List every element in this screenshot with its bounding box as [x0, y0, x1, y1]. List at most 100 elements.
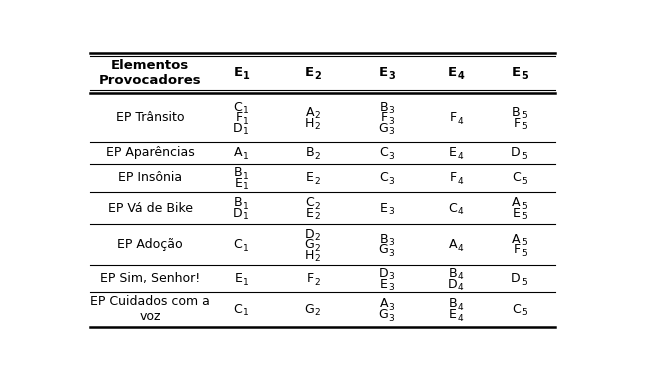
Text: G: G: [304, 303, 314, 316]
Text: EP Adoção: EP Adoção: [117, 238, 183, 251]
Text: 5: 5: [521, 122, 527, 131]
Text: 1: 1: [243, 127, 248, 136]
Text: A: A: [306, 106, 314, 119]
Text: B: B: [512, 106, 521, 119]
Text: G: G: [378, 243, 388, 257]
Text: 3: 3: [389, 152, 394, 161]
Text: 1: 1: [243, 117, 248, 125]
Text: E: E: [380, 277, 388, 291]
Text: 3: 3: [389, 272, 394, 281]
Text: C: C: [448, 202, 457, 215]
Text: E: E: [511, 66, 521, 80]
Text: 2: 2: [314, 71, 321, 81]
Text: 3: 3: [389, 314, 394, 323]
Text: 2: 2: [314, 122, 320, 131]
Text: 5: 5: [521, 152, 527, 161]
Text: C: C: [512, 171, 521, 185]
Text: E: E: [233, 66, 243, 80]
Text: 4: 4: [457, 207, 463, 216]
Text: EP Trânsito: EP Trânsito: [116, 111, 185, 124]
Text: C: C: [234, 100, 243, 114]
Text: C: C: [380, 146, 388, 160]
Text: 3: 3: [389, 117, 394, 125]
Text: 5: 5: [521, 238, 527, 247]
Text: 2: 2: [314, 213, 320, 221]
Text: G: G: [378, 308, 388, 321]
Text: 5: 5: [521, 213, 527, 221]
Text: 2: 2: [314, 111, 320, 120]
Text: 3: 3: [389, 238, 394, 247]
Text: F: F: [381, 111, 388, 124]
Text: 2: 2: [314, 308, 320, 317]
Text: 5: 5: [521, 111, 527, 120]
Text: 1: 1: [243, 278, 248, 287]
Text: E: E: [380, 202, 388, 215]
Text: B: B: [234, 166, 243, 179]
Text: D: D: [511, 146, 521, 160]
Text: C: C: [305, 196, 314, 209]
Text: A: A: [234, 146, 243, 160]
Text: B: B: [305, 146, 314, 160]
Text: B: B: [448, 267, 457, 280]
Text: 1: 1: [243, 71, 250, 81]
Text: 3: 3: [389, 249, 394, 258]
Text: EP Cuidados com a
voz: EP Cuidados com a voz: [90, 295, 210, 323]
Text: 2: 2: [314, 202, 320, 211]
Text: EP Aparências: EP Aparências: [105, 146, 194, 160]
Text: 5: 5: [521, 71, 528, 81]
Text: B: B: [380, 233, 388, 246]
Text: 2: 2: [314, 152, 320, 161]
Text: H: H: [304, 116, 314, 130]
Text: 4: 4: [457, 177, 463, 186]
Text: 4: 4: [457, 314, 463, 323]
Text: F: F: [235, 111, 243, 124]
Text: E: E: [379, 66, 388, 80]
Text: 3: 3: [389, 207, 394, 216]
Text: H: H: [304, 249, 314, 262]
Text: 4: 4: [457, 272, 463, 281]
Text: 2: 2: [314, 244, 320, 252]
Text: 1: 1: [243, 308, 248, 317]
Text: 3: 3: [389, 283, 394, 292]
Text: F: F: [514, 116, 521, 130]
Text: G: G: [304, 238, 314, 251]
Text: C: C: [512, 303, 521, 316]
Text: 3: 3: [389, 303, 394, 312]
Text: 5: 5: [521, 202, 527, 211]
Text: G: G: [378, 122, 388, 135]
Text: D: D: [378, 267, 388, 280]
Text: A: A: [512, 196, 521, 209]
Text: A: A: [449, 238, 457, 251]
Text: 2: 2: [314, 254, 320, 263]
Text: B: B: [380, 100, 388, 114]
Text: Elementos
Provocadores: Elementos Provocadores: [99, 59, 202, 87]
Text: D: D: [233, 207, 243, 220]
Text: E: E: [235, 272, 243, 285]
Text: E: E: [449, 308, 457, 321]
Text: EP Sim, Senhor!: EP Sim, Senhor!: [100, 272, 200, 285]
Text: F: F: [514, 243, 521, 257]
Text: 3: 3: [389, 177, 394, 186]
Text: C: C: [234, 303, 243, 316]
Text: F: F: [450, 111, 457, 124]
Text: E: E: [306, 207, 314, 220]
Text: 4: 4: [457, 303, 463, 312]
Text: 1: 1: [243, 213, 248, 221]
Text: 1: 1: [243, 172, 248, 180]
Text: EP Vá de Bike: EP Vá de Bike: [107, 202, 192, 215]
Text: 2: 2: [314, 278, 320, 287]
Text: 2: 2: [314, 177, 320, 186]
Text: 1: 1: [243, 182, 248, 191]
Text: B: B: [234, 196, 243, 209]
Text: 3: 3: [389, 106, 394, 115]
Text: E: E: [305, 66, 314, 80]
Text: E: E: [235, 177, 243, 190]
Text: 4: 4: [457, 152, 463, 161]
Text: F: F: [307, 272, 314, 285]
Text: B: B: [448, 298, 457, 310]
Text: A: A: [380, 298, 388, 310]
Text: 5: 5: [521, 308, 527, 317]
Text: 3: 3: [389, 127, 394, 136]
Text: 4: 4: [457, 244, 463, 252]
Text: E: E: [449, 146, 457, 160]
